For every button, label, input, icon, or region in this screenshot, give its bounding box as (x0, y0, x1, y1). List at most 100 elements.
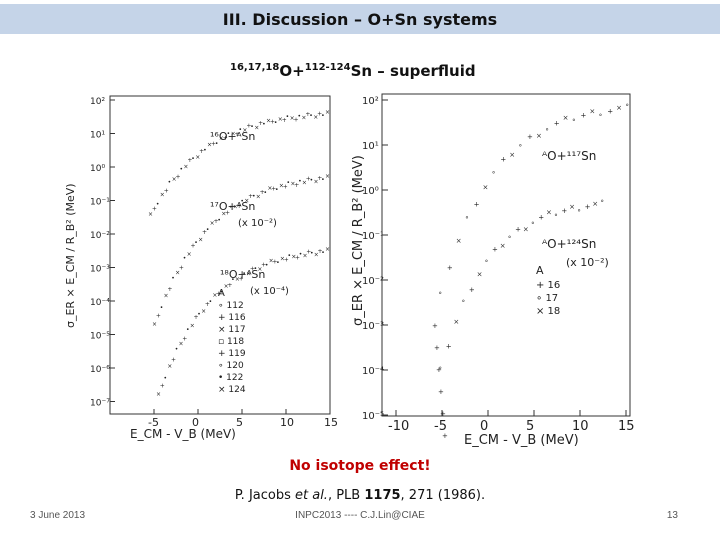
data-point: • (310, 250, 314, 257)
data-point: × (221, 211, 226, 218)
data-point: + (306, 176, 311, 183)
data-point: + (515, 225, 521, 233)
subtitle-projectile: O+ (279, 62, 305, 80)
y-tick-labels: 10² 10¹ 10⁰ 10⁻¹ 10⁻² 10⁻³ 10⁻⁴ 10⁻⁵ (362, 96, 388, 422)
data-point: • (227, 130, 231, 137)
data-point: ∘ (625, 101, 629, 109)
data-point: + (434, 344, 440, 352)
data-point: + (250, 265, 255, 272)
legend-entry: × 117 (218, 325, 246, 335)
reference-pages-year: , 271 (1986). (400, 488, 486, 503)
y-tick-label: 10¹ (362, 141, 379, 152)
data-point: × (477, 271, 483, 279)
y-tick-label: 10⁻² (90, 231, 110, 241)
slide-title: III. Discussion – O+Sn systems (222, 9, 498, 29)
data-point: • (231, 276, 235, 283)
x-tick-label: 0 (480, 419, 488, 434)
data-point: • (229, 204, 233, 211)
data-point: × (266, 117, 271, 124)
data-point: • (171, 275, 175, 282)
data-point: ∘ (518, 141, 522, 149)
y-tick-label: 10⁻¹ (90, 198, 110, 208)
data-point: × (233, 203, 238, 210)
data-point: × (231, 131, 236, 138)
data-point: × (152, 321, 157, 328)
data-point: × (325, 173, 330, 180)
x-tick-label: 5 (236, 416, 243, 429)
data-point: + (317, 175, 322, 182)
data-point: + (271, 186, 276, 193)
data-point: × (235, 276, 240, 283)
data-point: + (214, 218, 219, 225)
x-tick-label: 10 (280, 416, 294, 429)
y-tick-label: 10² (90, 97, 105, 107)
data-point: × (302, 179, 307, 186)
data-point: • (265, 262, 269, 269)
y-tick-label: 10⁻³ (362, 321, 384, 332)
data-point: + (190, 242, 195, 249)
data-point: × (190, 323, 195, 330)
reference-citation: P. Jacobs et al., PLB 1175, 271 (1986). (0, 488, 720, 503)
data-point: • (209, 299, 213, 306)
y-tick-label: 10⁻⁷ (90, 399, 110, 409)
data-point: + (306, 249, 311, 256)
subtitle-target: Sn – superfluid (350, 62, 476, 80)
legend-entry: ∘ 112 (218, 301, 244, 311)
data-point: + (258, 120, 263, 127)
slide-subtitle: 16,17,18O+112-124Sn – superfluid (230, 62, 476, 80)
data-point: × (546, 208, 552, 216)
data-point: • (298, 178, 302, 185)
data-point: + (194, 314, 199, 321)
data-point: × (313, 178, 318, 185)
data-point: + (561, 207, 567, 215)
data-point: × (160, 192, 165, 199)
data-point: + (164, 188, 169, 195)
data-point: + (436, 366, 442, 374)
data-point: ∘ (577, 206, 581, 214)
data-point: × (242, 127, 247, 134)
data-point: + (202, 229, 207, 236)
plot-frame (381, 93, 631, 417)
data-point: • (175, 346, 179, 353)
y-tick-label: 10⁰ (362, 186, 379, 197)
data-point: • (194, 239, 198, 246)
x-tick-label: 5 (526, 419, 534, 434)
data-point: ∘ (491, 168, 495, 176)
data-point: × (569, 203, 575, 211)
data-point: • (197, 311, 201, 318)
y-tick-label: 10⁻⁴ (362, 366, 384, 377)
no-isotope-note: No isotope effect! (289, 458, 431, 474)
data-point: • (321, 249, 325, 256)
data-point: × (313, 114, 318, 121)
data-point: + (248, 193, 253, 200)
data-point: • (321, 112, 325, 119)
data-point: ∘ (507, 233, 511, 241)
data-point: ∘ (598, 111, 602, 119)
data-point: + (440, 410, 446, 418)
subtitle-target-masses: 112-124 (304, 62, 351, 73)
data-point: • (220, 289, 224, 296)
slide-title-bar: III. Discussion – O+Sn systems (0, 4, 720, 34)
data-point: × (325, 109, 330, 116)
data-points: ×+•×+• ×+• ×+• ×+•×+•×+• ×+• ×+• ×+•×+•×+• ×+• ×… (148, 109, 330, 398)
legend-entry: ∘ 17 (536, 293, 558, 304)
data-point: • (275, 187, 279, 194)
footer-date: 3 June 2013 (30, 510, 86, 521)
data-point: × (224, 283, 229, 290)
data-point: • (287, 252, 291, 259)
x-tick-label: 10 (572, 419, 589, 434)
data-point: × (616, 104, 622, 112)
data-point: × (148, 211, 153, 218)
data-point: ∘ (545, 125, 549, 133)
data-point: + (442, 432, 448, 440)
plot-frame (109, 95, 331, 415)
data-point: • (250, 123, 254, 130)
data-point: × (536, 132, 542, 140)
data-point: ∘ (461, 297, 465, 305)
data-point: × (244, 198, 249, 205)
data-point: + (182, 336, 187, 343)
data-point: + (469, 286, 475, 294)
x-tick-labels: -10 -5 0 5 10 15 (388, 410, 635, 434)
y-tick-label: 10⁰ (90, 164, 105, 174)
legend-entry: × 18 (536, 306, 560, 317)
